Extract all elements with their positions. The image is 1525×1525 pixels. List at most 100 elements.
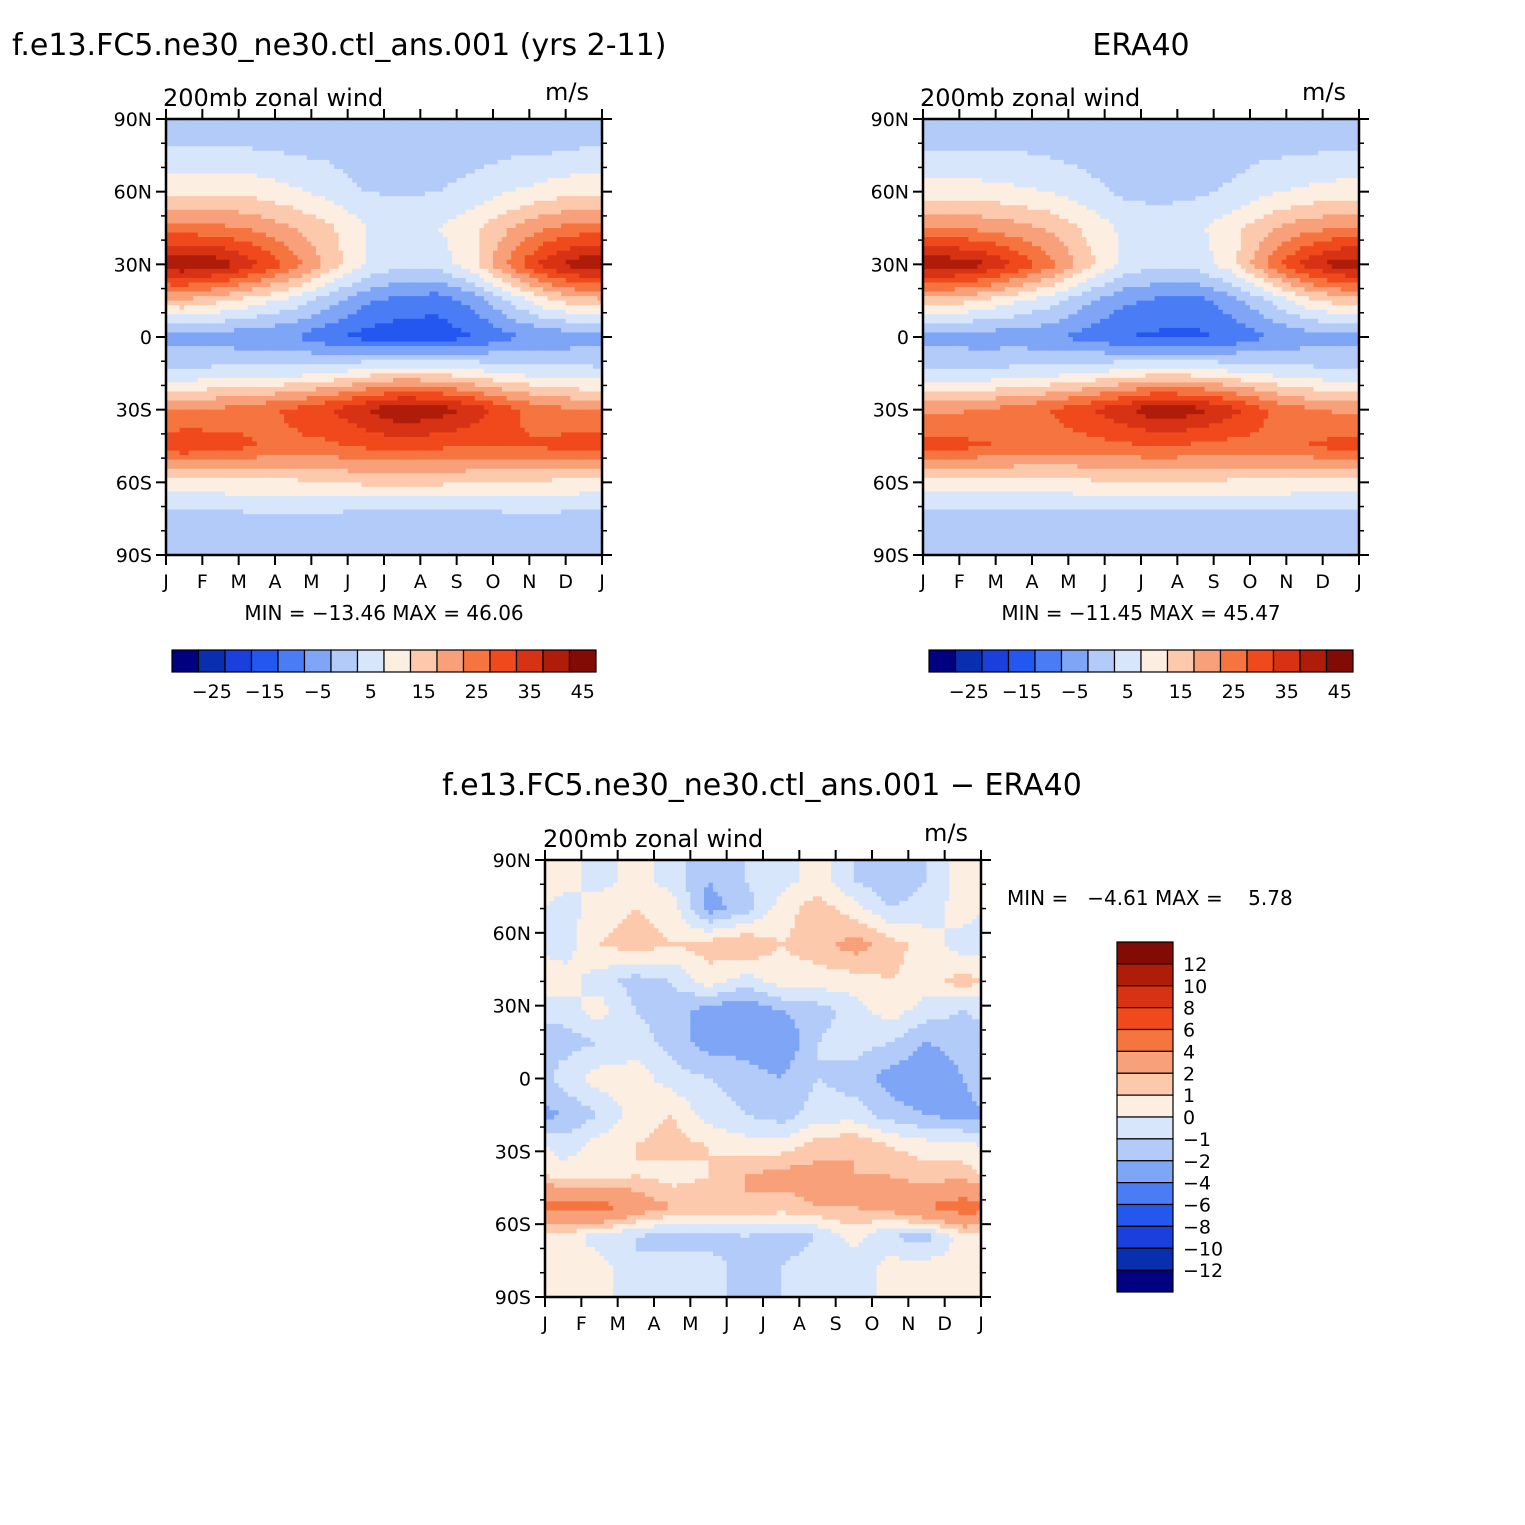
contour-cell bbox=[411, 133, 416, 138]
contour-cell bbox=[311, 183, 316, 188]
contour-cell bbox=[370, 151, 375, 156]
contour-cell bbox=[575, 160, 580, 165]
contour-cell bbox=[261, 155, 266, 160]
contour-cell bbox=[252, 201, 257, 206]
contour-cell bbox=[384, 201, 389, 206]
contour-cell bbox=[398, 169, 403, 174]
contour-cell bbox=[261, 169, 266, 174]
contour-cell bbox=[575, 128, 580, 133]
contour-cell bbox=[234, 133, 239, 138]
contour-cell bbox=[398, 124, 403, 129]
contour-cell bbox=[379, 192, 384, 197]
contour-cell bbox=[239, 187, 244, 192]
contour-cell bbox=[475, 124, 480, 129]
contour-cell bbox=[193, 174, 198, 179]
contour-cell bbox=[429, 201, 434, 206]
contour-cell bbox=[543, 192, 548, 197]
contour-cell bbox=[343, 196, 348, 201]
contour-cell bbox=[216, 169, 221, 174]
contour-cell bbox=[320, 124, 325, 129]
contour-cell bbox=[193, 137, 198, 142]
contour-cell bbox=[198, 187, 203, 192]
contour-cell bbox=[293, 201, 298, 206]
contour-cell bbox=[307, 192, 312, 197]
contour-cell bbox=[498, 183, 503, 188]
contour-cell bbox=[171, 128, 176, 133]
contour-cell bbox=[334, 174, 339, 179]
contour-cell bbox=[243, 137, 248, 142]
contour-cell bbox=[171, 205, 176, 210]
contour-cell bbox=[230, 183, 235, 188]
contour-cell bbox=[561, 174, 566, 179]
contour-cell bbox=[216, 178, 221, 183]
contour-cell bbox=[507, 151, 512, 156]
contour-cell bbox=[575, 151, 580, 156]
contour-cell bbox=[493, 133, 498, 138]
contour-cell bbox=[511, 192, 516, 197]
contour-cell bbox=[425, 178, 430, 183]
contour-cell bbox=[180, 178, 185, 183]
contour-cell bbox=[325, 192, 330, 197]
contour-cell bbox=[493, 169, 498, 174]
contour-cell bbox=[225, 137, 230, 142]
contour-cell bbox=[211, 192, 216, 197]
contour-cell bbox=[270, 187, 275, 192]
contour-cell bbox=[398, 201, 403, 206]
contour-cell bbox=[548, 155, 553, 160]
contour-cell bbox=[434, 146, 439, 151]
contour-cell bbox=[507, 183, 512, 188]
contour-cell bbox=[488, 137, 493, 142]
contour-cell bbox=[425, 128, 430, 133]
contour-cell bbox=[221, 151, 226, 156]
contour-cell bbox=[189, 174, 194, 179]
contour-cell bbox=[402, 151, 407, 156]
contour-cell bbox=[320, 192, 325, 197]
contour-cell bbox=[252, 137, 257, 142]
contour-cell bbox=[488, 178, 493, 183]
contour-cell bbox=[361, 124, 366, 129]
contour-cell bbox=[443, 128, 448, 133]
contour-cell bbox=[389, 151, 394, 156]
contour-cell bbox=[479, 201, 484, 206]
contour-cell bbox=[520, 151, 525, 156]
contour-cell bbox=[566, 124, 571, 129]
contour-cell bbox=[593, 192, 598, 197]
contour-cell bbox=[538, 183, 543, 188]
contour-cell bbox=[529, 124, 534, 129]
contour-cell bbox=[325, 124, 330, 129]
contour-cell bbox=[202, 183, 207, 188]
contour-cell bbox=[270, 137, 275, 142]
contour-cell bbox=[284, 169, 289, 174]
contour-cell bbox=[284, 146, 289, 151]
contour-cell bbox=[498, 196, 503, 201]
contour-cell bbox=[361, 151, 366, 156]
contour-cell bbox=[516, 151, 521, 156]
contour-cell bbox=[384, 133, 389, 138]
contour-cell bbox=[298, 133, 303, 138]
contour-cell bbox=[330, 142, 335, 147]
contour-cell bbox=[343, 187, 348, 192]
contour-cell bbox=[566, 187, 571, 192]
contour-cell bbox=[284, 128, 289, 133]
contour-cell bbox=[207, 164, 212, 169]
contour-cell bbox=[402, 160, 407, 165]
contour-cell bbox=[361, 146, 366, 151]
contour-cell bbox=[479, 160, 484, 165]
contour-cell bbox=[298, 137, 303, 142]
contour-cell bbox=[189, 133, 194, 138]
contour-cell bbox=[180, 155, 185, 160]
contour-cell bbox=[461, 133, 466, 138]
contour-cell bbox=[479, 133, 484, 138]
contour-cell bbox=[311, 192, 316, 197]
contour-cell bbox=[534, 155, 539, 160]
contour-cell bbox=[298, 174, 303, 179]
contour-cell bbox=[202, 174, 207, 179]
contour-cell bbox=[275, 201, 280, 206]
contour-cell bbox=[443, 137, 448, 142]
contour-cell bbox=[343, 151, 348, 156]
contour-cell bbox=[543, 164, 548, 169]
contour-cell bbox=[488, 142, 493, 147]
contour-cell bbox=[534, 128, 539, 133]
contour-cell bbox=[284, 142, 289, 147]
contour-cell bbox=[352, 133, 357, 138]
